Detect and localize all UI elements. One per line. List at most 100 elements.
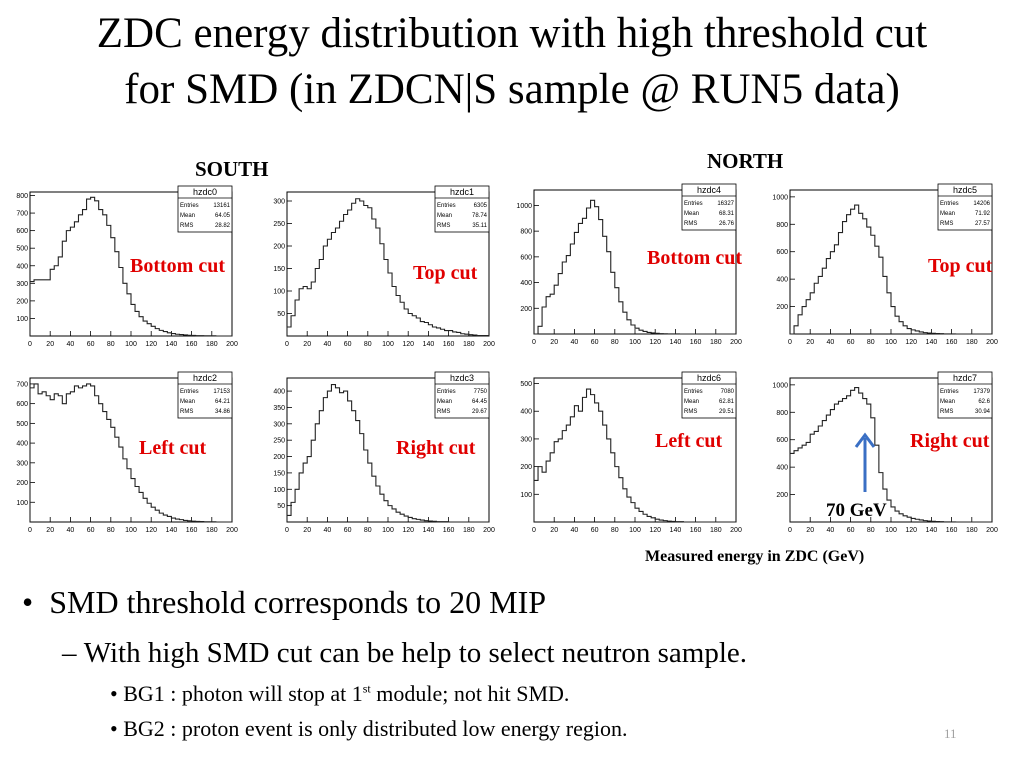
bullet-4: • BG2 : proton event is only distributed… (110, 716, 628, 742)
stats-box-frame (937, 371, 993, 419)
histogram-hzdc2: 0 20 40 60 80 100 120 140 160 180 200 100 200 300 400 5… (8, 371, 240, 544)
stat-label: RMS (940, 409, 953, 415)
x-tick-label: 0 (532, 339, 536, 346)
x-tick-label: 200 (226, 527, 238, 534)
cut-label-hzdc1: Top cut (413, 262, 478, 284)
x-tick-label: 60 (87, 341, 95, 348)
y-tick-label: 100 (16, 316, 28, 323)
x-tick-label: 20 (46, 341, 54, 348)
x-tick-label: 100 (382, 341, 394, 348)
x-tick-label: 20 (303, 527, 311, 534)
histogram-series-line (29, 196, 232, 337)
stat-value: 78.74 (472, 213, 488, 219)
stat-value: 14206 (973, 201, 990, 207)
x-tick-label: 180 (463, 527, 475, 534)
stats-box-frame (177, 371, 233, 419)
stat-value: 68.31 (719, 211, 735, 217)
x-tick-label: 40 (827, 527, 835, 534)
stat-label: Entries (940, 389, 959, 395)
stat-value: 16327 (717, 201, 734, 207)
cut-label-hzdc6: Left cut (655, 430, 723, 452)
histogram-svg: 0 20 40 60 80 100 120 140 160 180 200 50 100 150 200 25… (273, 185, 495, 348)
stat-label: Entries (180, 389, 199, 395)
stat-label: Entries (684, 201, 703, 207)
y-tick-label: 800 (16, 193, 28, 200)
x-tick-label: 80 (364, 341, 372, 348)
slide-title: ZDC energy distribution with high thresh… (0, 6, 1024, 118)
y-tick-label: 1000 (772, 194, 788, 201)
y-tick-label: 50 (277, 503, 285, 510)
stats-box-frame (177, 185, 233, 233)
x-tick-label: 200 (483, 527, 495, 534)
x-tick-label: 0 (532, 527, 536, 534)
y-tick-label: 700 (16, 381, 28, 388)
histogram-series-line (534, 199, 736, 335)
y-tick-label: 800 (776, 222, 788, 229)
stat-value: 35.11 (472, 223, 487, 229)
page-number: 11 (944, 726, 957, 741)
x-tick-label: 160 (946, 339, 958, 346)
bullet-marker: • (110, 716, 118, 741)
stat-label: Mean (940, 211, 955, 217)
stat-label: RMS (180, 409, 193, 415)
histogram-series-line (789, 387, 992, 523)
histogram-series-line (533, 388, 736, 523)
hist-name: hzdc5 (953, 185, 977, 195)
y-tick-label: 100 (273, 487, 285, 494)
hist-name: hzdc0 (193, 187, 217, 197)
x-tick-label: 40 (571, 527, 579, 534)
x-tick-label: 0 (788, 339, 792, 346)
y-tick-label: 800 (776, 410, 788, 417)
stat-value: 64.45 (472, 399, 488, 405)
x-tick-label: 80 (611, 339, 619, 346)
y-tick-label: 600 (16, 401, 28, 408)
y-tick-label: 600 (16, 228, 28, 235)
stat-label: Entries (437, 203, 456, 209)
y-tick-label: 800 (520, 229, 532, 236)
y-tick-label: 200 (273, 454, 285, 461)
bullet-3-text-a: BG1 : photon will stop at 1 (123, 681, 363, 706)
x-tick-label: 0 (28, 527, 32, 534)
x-tick-label: 200 (226, 341, 238, 348)
x-tick-label: 120 (649, 339, 661, 346)
y-tick-label: 300 (273, 199, 285, 206)
stat-value: 6305 (474, 203, 488, 209)
histogram-svg: 0 20 40 60 80 100 120 140 160 180 200 200 400 600 800 1… (772, 183, 998, 346)
x-tick-label: 0 (28, 341, 32, 348)
x-tick-label: 0 (285, 341, 289, 348)
y-tick-label: 600 (776, 437, 788, 444)
y-tick-label: 300 (273, 421, 285, 428)
histogram-svg: 0 20 40 60 80 100 120 140 160 180 200 100 200 300 400 5… (16, 371, 238, 534)
histogram-svg: 0 20 40 60 80 100 120 140 160 180 200 200 400 600 800 1… (516, 183, 742, 346)
stat-value: 7080 (721, 389, 735, 395)
bullet-marker: • (22, 584, 34, 620)
south-label: SOUTH (195, 157, 269, 181)
hist-name: hzdc3 (450, 373, 474, 383)
x-tick-label: 0 (285, 527, 289, 534)
y-tick-label: 600 (776, 249, 788, 256)
y-tick-label: 150 (273, 266, 285, 273)
stat-value: 34.86 (215, 409, 231, 415)
x-tick-label: 140 (926, 527, 938, 534)
bullet-2: – With high SMD cut can be help to selec… (62, 637, 747, 670)
stat-label: Entries (437, 389, 456, 395)
x-tick-label: 180 (463, 341, 475, 348)
stat-label: Entries (180, 203, 199, 209)
stat-value: 64.05 (215, 213, 231, 219)
x-tick-label: 160 (186, 527, 198, 534)
stats-box: hzdc5 Entries 14206 Mean 71.92 RMS 27.57 (937, 183, 993, 231)
x-tick-label: 40 (67, 527, 75, 534)
x-tick-label: 60 (344, 527, 352, 534)
y-tick-label: 350 (273, 405, 285, 412)
histogram-hzdc1: 0 20 40 60 80 100 120 140 160 180 200 50 100 150 200 25… (265, 185, 497, 358)
x-tick-label: 120 (145, 341, 157, 348)
stats-box: hzdc7 Entries 17379 Mean 62.6 RMS 30.94 (937, 371, 993, 419)
x-tick-label: 0 (788, 527, 792, 534)
histogram-series-line (29, 383, 232, 523)
x-tick-label: 200 (483, 341, 495, 348)
x-tick-label: 200 (730, 339, 742, 346)
y-tick-label: 200 (520, 306, 532, 313)
x-tick-label: 40 (827, 339, 835, 346)
x-tick-label: 60 (591, 339, 599, 346)
cut-label-hzdc7: Right cut (910, 430, 990, 452)
